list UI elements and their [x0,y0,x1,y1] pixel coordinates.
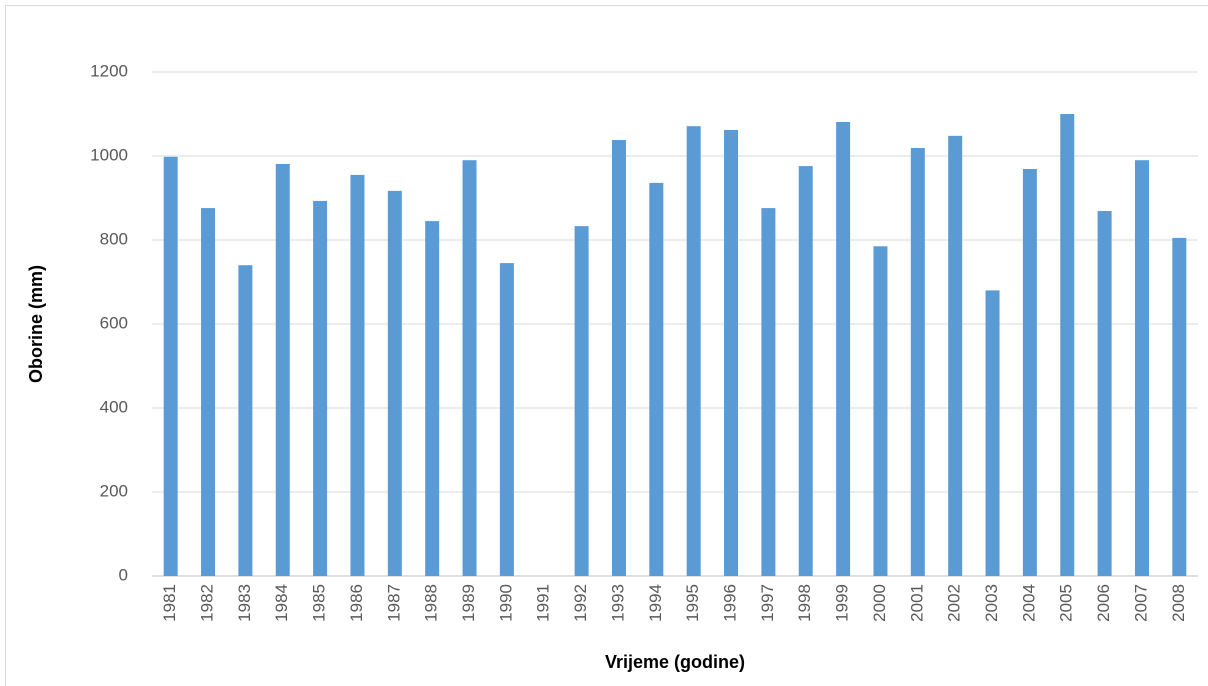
bar [350,174,365,576]
bar [1134,160,1149,576]
bar [611,140,626,577]
bar [387,190,402,577]
x-tick-label: 1996 [721,584,740,622]
x-tick-label: 1993 [608,584,627,622]
bar [275,163,290,577]
x-tick-label: 1982 [198,584,217,622]
bar [1097,211,1112,576]
x-tick-label: 2003 [982,584,1001,622]
bar [499,263,514,576]
x-tick-label: 1998 [795,584,814,622]
bar [313,200,328,576]
y-tick-label: 400 [100,397,128,416]
y-tick-label: 1000 [90,145,128,164]
x-tick-label: 2006 [1094,584,1113,622]
bar [163,156,178,576]
x-tick-label: 1992 [571,584,590,622]
x-tick-label: 1995 [683,584,702,622]
y-tick-label: 600 [100,313,128,332]
chart-border [5,5,1208,686]
x-tick-label: 2000 [870,584,889,622]
bar [686,126,701,577]
bar [1172,237,1187,576]
x-tick-label: 2004 [1019,584,1038,622]
x-tick-label: 2005 [1057,584,1076,622]
x-tick-label: 2002 [945,584,964,622]
x-tick-label: 1983 [235,584,254,622]
x-tick-label: 1988 [422,584,441,622]
bar [462,160,477,576]
x-tick-label: 2008 [1169,584,1188,622]
x-tick-label: 2007 [1131,584,1150,622]
bar [948,135,963,576]
bar [1060,114,1075,576]
bar [873,246,888,577]
x-tick-label: 1987 [384,584,403,622]
bar [425,221,440,576]
bar [574,226,589,576]
x-tick-label: 1994 [646,584,665,622]
bar [798,166,813,576]
x-tick-label: 2001 [907,584,926,622]
bar [201,208,216,576]
bar [761,208,776,576]
x-tick-label: 1986 [347,584,366,622]
x-tick-label: 1990 [496,584,515,622]
x-tick-label: 1981 [160,584,179,622]
bar [836,121,851,576]
bar [985,290,1000,576]
bar [1022,169,1037,576]
x-tick-label: 1991 [534,584,553,622]
y-axis-title: Oborine (mm) [26,265,46,383]
x-tick-label: 1999 [833,584,852,622]
x-tick-label: 1989 [459,584,478,622]
bar [910,148,925,576]
y-tick-label: 0 [119,565,128,584]
y-tick-label: 800 [100,229,128,248]
bar [649,182,664,576]
x-tick-label: 1997 [758,584,777,622]
bar [724,129,739,576]
x-tick-label: 1984 [272,584,291,622]
y-tick-label: 200 [100,481,128,500]
bar [238,265,253,576]
x-axis-title: Vrijeme (godine) [605,652,745,672]
y-tick-label: 1200 [90,61,128,80]
x-tick-label: 1985 [310,584,329,622]
